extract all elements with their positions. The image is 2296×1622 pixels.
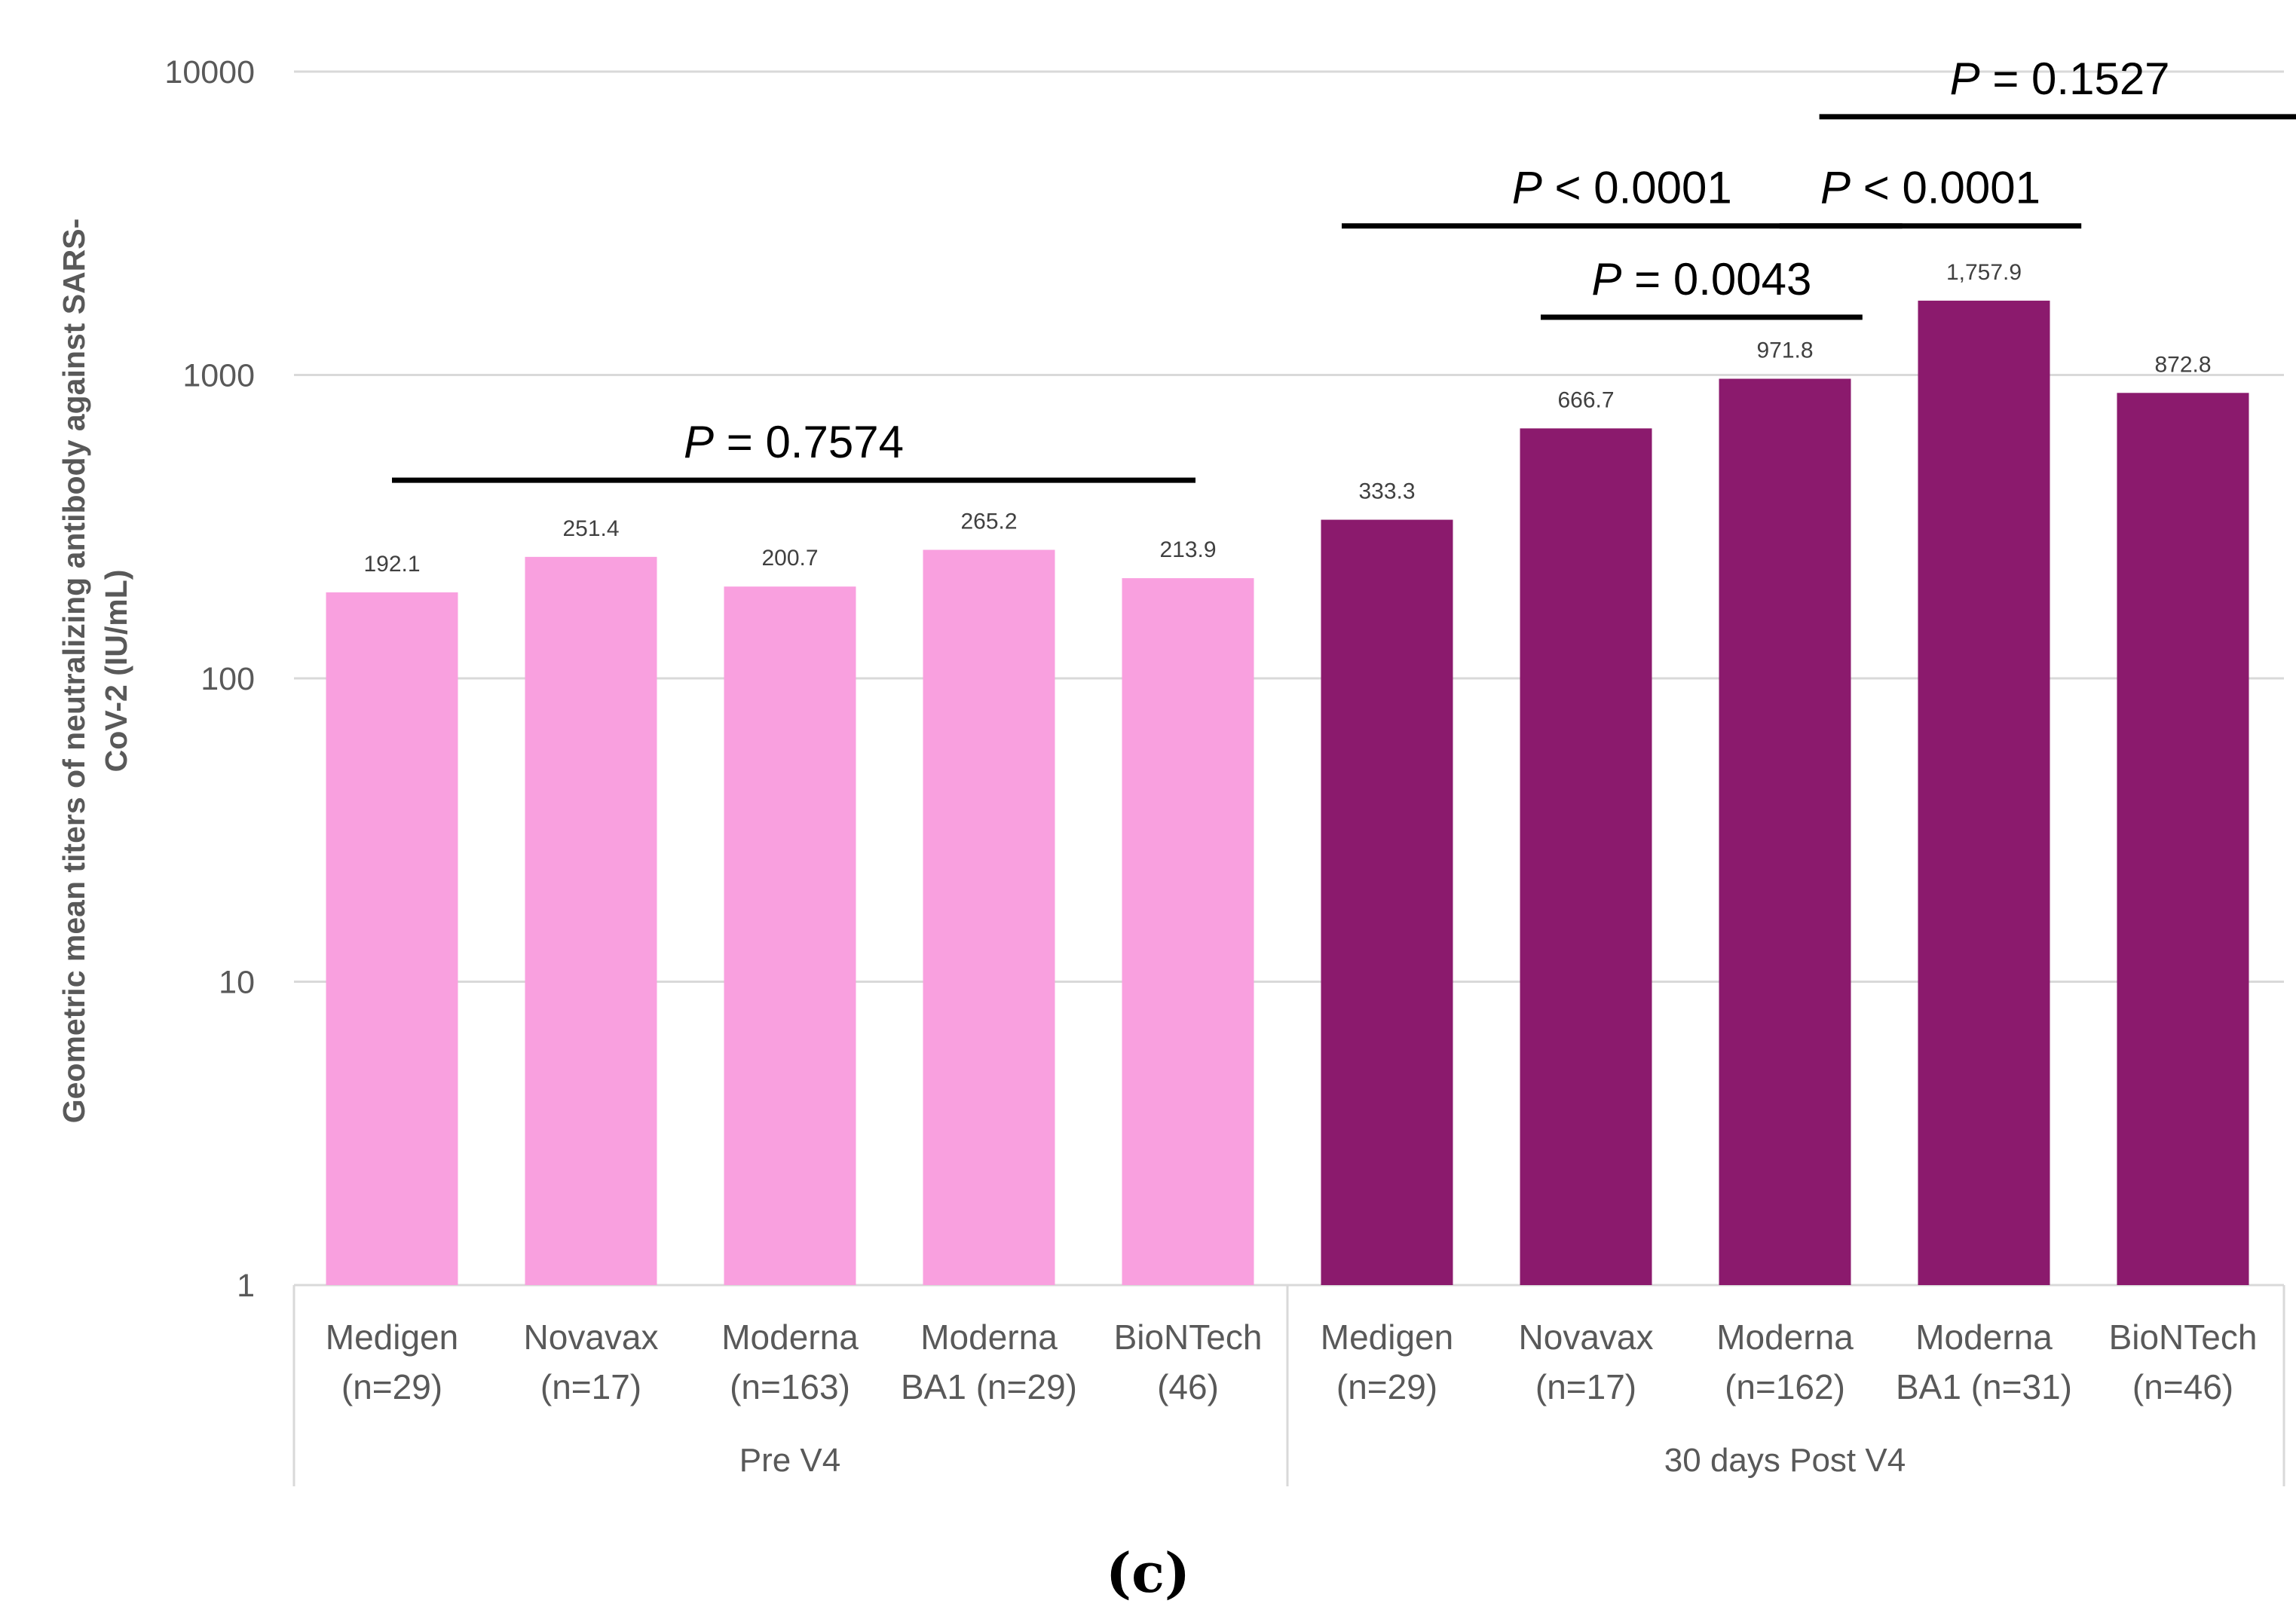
x-tick-label: (n=46) [2132, 1367, 2233, 1406]
x-group-label: Pre V4 [739, 1442, 841, 1479]
p-value-text: = 0.1527 [1980, 54, 2170, 104]
y-axis-label: Geometric mean titers of neutralizing an… [57, 219, 133, 1124]
x-tick-label: (n=29) [1336, 1367, 1437, 1406]
x-tick-label: (n=29) [341, 1367, 442, 1406]
data-labels: 192.1 251.4 200.7 265.2 213.9 333.3 666.7 971.8… [363, 260, 2211, 577]
data-label: 213.9 [1159, 537, 1216, 562]
data-label: 200.7 [761, 546, 818, 571]
bar [1122, 578, 1254, 1285]
x-tick-label: (n=17) [1535, 1367, 1636, 1406]
y-axis-label-line: CoV-2 (IU/mL) [99, 570, 133, 773]
x-tick-label: BioNTech [1114, 1317, 1263, 1357]
y-tick-label: 10000 [164, 54, 255, 90]
x-tick-label: (n=17) [540, 1367, 641, 1406]
bar [1321, 519, 1453, 1285]
bar [724, 586, 856, 1285]
y-axis: 1 10 100 1000 10000 [164, 54, 255, 1304]
y-tick-label: 1 [237, 1268, 255, 1304]
x-axis: Medigen (n=29) Novavax (n=17) Moderna (n=163)… [292, 1285, 2285, 1486]
p-value-label: P < 0.0001 [1820, 163, 2040, 213]
x-tick-label: Medigen [1321, 1317, 1453, 1357]
x-tick-label: Moderna [920, 1317, 1058, 1357]
bar [1520, 428, 1652, 1286]
p-symbol: P [1512, 163, 1542, 213]
x-tick-label: Novavax [1519, 1317, 1654, 1357]
p-symbol: P [684, 417, 714, 467]
x-tick-label: BA1 (n=29) [901, 1367, 1077, 1406]
p-value-text: < 0.0001 [1851, 163, 2040, 213]
y-axis-label-line: Geometric mean titers of neutralizing an… [57, 219, 91, 1124]
bar [525, 556, 657, 1285]
bar [326, 592, 458, 1285]
x-tick-label: Moderna [1915, 1317, 2053, 1357]
y-tick-label: 1000 [182, 358, 255, 394]
data-label: 872.8 [2154, 352, 2211, 377]
p-value-label: P = 0.1527 [1950, 54, 2170, 104]
p-value-text: < 0.0001 [1542, 163, 1732, 213]
p-value-text: = 0.7574 [714, 417, 904, 467]
x-tick-label: Medigen [326, 1317, 458, 1357]
bar [923, 549, 1055, 1285]
data-label: 265.2 [960, 510, 1017, 534]
data-label: 192.1 [363, 552, 420, 577]
x-tick-label: Moderna [1716, 1317, 1854, 1357]
x-tick-label: (n=163) [730, 1367, 850, 1406]
x-tick-label: Moderna [721, 1317, 859, 1357]
p-value-label: P = 0.0043 [1591, 254, 1811, 305]
p-symbol: P [1591, 254, 1621, 305]
bar [1719, 378, 1851, 1286]
bar [1918, 300, 2050, 1285]
x-tick-label: BA1 (n=31) [1896, 1367, 2072, 1406]
bar [2117, 393, 2249, 1286]
p-value-label: P < 0.0001 [1512, 163, 1732, 213]
x-tick-label: (46) [1157, 1367, 1219, 1406]
bars [326, 300, 2249, 1286]
data-label: 333.3 [1358, 479, 1415, 504]
figure-caption: (c) [1106, 1541, 1190, 1605]
x-group-label: 30 days Post V4 [1664, 1442, 1906, 1479]
x-tick-label: BioNTech [2109, 1317, 2258, 1357]
y-tick-label: 100 [201, 661, 255, 697]
data-label: 251.4 [562, 516, 619, 541]
p-symbol: P [1820, 163, 1851, 213]
y-tick-label: 10 [219, 965, 255, 1001]
p-symbol: P [1950, 54, 1980, 104]
x-tick-label: Novavax [524, 1317, 659, 1357]
data-label: 666.7 [1557, 387, 1614, 412]
data-label: 971.8 [1756, 338, 1813, 363]
p-value-text: = 0.0043 [1621, 254, 1811, 305]
data-label: 1,757.9 [1946, 260, 2022, 285]
x-tick-label: (n=162) [1725, 1367, 1845, 1406]
p-value-label: P = 0.7574 [684, 417, 904, 467]
